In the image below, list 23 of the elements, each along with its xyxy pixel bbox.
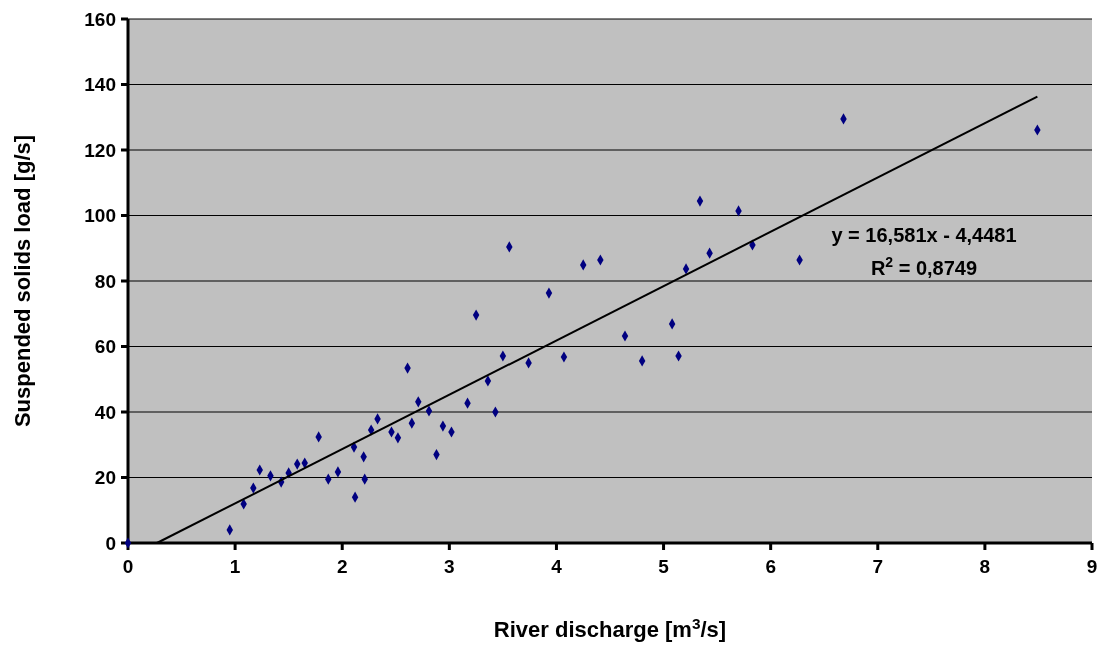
y-tick-label: 40 bbox=[94, 401, 116, 423]
y-tick-label: 120 bbox=[84, 139, 116, 161]
x-tick-label: 8 bbox=[979, 556, 991, 577]
y-tick-label: 20 bbox=[94, 467, 116, 489]
x-tick-label: 7 bbox=[872, 556, 884, 577]
y-axis-title: Suspended solids load [g/s] bbox=[10, 134, 35, 428]
y-tick-label: 0 bbox=[105, 532, 116, 554]
x-tick-label: 1 bbox=[229, 556, 241, 577]
y-tick-label: 160 bbox=[84, 8, 116, 30]
y-tick-label: 100 bbox=[84, 205, 116, 227]
annotation: R$^{2}$ = 0,8749 bbox=[870, 254, 978, 279]
x-tick-label: 0 bbox=[122, 556, 134, 577]
annotation: y = 16,581x - 4,4481 bbox=[831, 224, 1017, 246]
x-tick-label: 5 bbox=[658, 556, 670, 577]
y-tick-label: 80 bbox=[94, 270, 116, 292]
x-tick-label: 3 bbox=[444, 556, 455, 577]
x-tick-label: 4 bbox=[551, 556, 563, 577]
y-tick-label: 60 bbox=[94, 336, 116, 358]
y-tick-label: 140 bbox=[84, 74, 116, 96]
x-tick-label: 2 bbox=[336, 556, 348, 577]
x-tick-label: 6 bbox=[765, 556, 776, 577]
x-tick-label: 9 bbox=[1086, 556, 1098, 577]
x-axis-title: River discharge [m$^{3}$/s] bbox=[493, 614, 727, 642]
